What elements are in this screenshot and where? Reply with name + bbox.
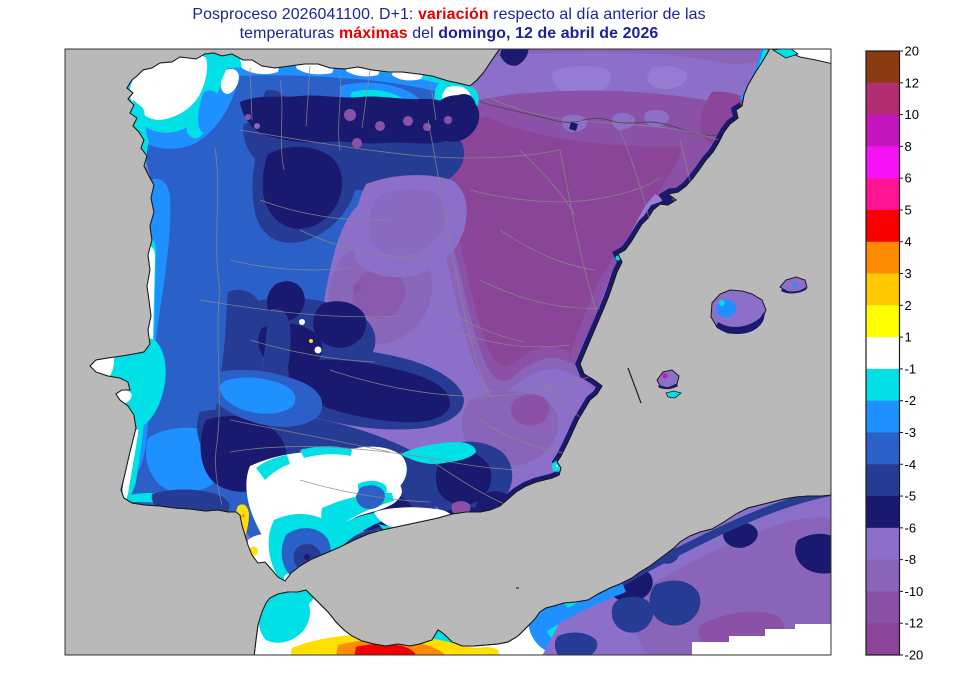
svg-text:6: 6 [905, 171, 912, 186]
svg-text:-2: -2 [905, 393, 917, 408]
svg-text:-12: -12 [905, 616, 924, 631]
svg-text:-3: -3 [905, 425, 917, 440]
svg-text:12: 12 [905, 75, 919, 90]
svg-text:2: 2 [905, 298, 912, 313]
svg-text:5: 5 [905, 202, 912, 217]
svg-text:10: 10 [905, 107, 919, 122]
svg-text:-6: -6 [905, 520, 917, 535]
svg-text:4: 4 [905, 234, 912, 249]
svg-text:-20: -20 [905, 648, 924, 663]
svg-text:8: 8 [905, 139, 912, 154]
svg-text:-4: -4 [905, 457, 917, 472]
svg-text:-1: -1 [905, 361, 917, 376]
svg-text:-5: -5 [905, 489, 917, 504]
svg-text:20: 20 [905, 44, 919, 59]
svg-text:-10: -10 [905, 584, 924, 599]
svg-text:-8: -8 [905, 552, 917, 567]
svg-text:1: 1 [905, 330, 912, 345]
svg-text:3: 3 [905, 266, 912, 281]
